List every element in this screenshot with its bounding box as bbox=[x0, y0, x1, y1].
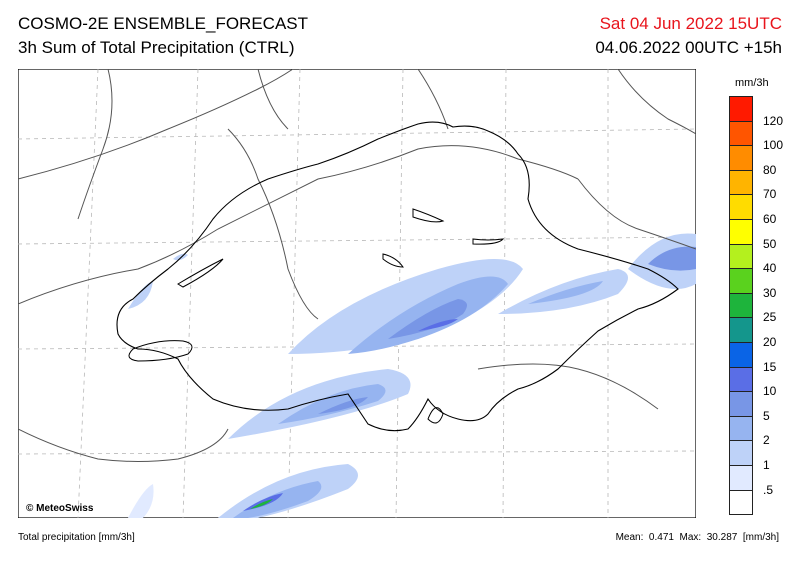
legend-label: 60 bbox=[763, 212, 777, 226]
legend-label: 20 bbox=[763, 335, 777, 349]
legend-label: 30 bbox=[763, 285, 777, 300]
legend-swatch bbox=[729, 464, 753, 490]
legend-label: 2 bbox=[763, 433, 770, 448]
legend-label: 10 bbox=[763, 384, 777, 399]
legend-swatch bbox=[729, 268, 753, 293]
precipitation-map bbox=[18, 69, 696, 518]
legend-swatch bbox=[729, 292, 753, 318]
legend-label: 1 bbox=[763, 458, 770, 472]
legend-label: 5 bbox=[763, 408, 770, 423]
legend-label: 100 bbox=[763, 138, 784, 153]
legend-swatch bbox=[729, 341, 753, 367]
legend-label: 120 bbox=[763, 113, 784, 128]
footer-label: Total precipitation [mm/3h] bbox=[18, 532, 135, 543]
valid-time: Sat 04 Jun 2022 15UTC bbox=[599, 14, 782, 33]
legend-label: .5 bbox=[763, 482, 774, 497]
legend-unit: mm/3h bbox=[735, 77, 769, 89]
legend-label: 80 bbox=[763, 162, 777, 177]
legend-swatch bbox=[729, 194, 753, 219]
legend-swatch bbox=[729, 489, 753, 516]
lakes bbox=[128, 208, 505, 424]
swiss-border bbox=[116, 121, 679, 432]
map-subtitle: 3h Sum of Total Precipitation (CTRL) bbox=[18, 38, 295, 57]
legend-swatch bbox=[729, 96, 753, 121]
legend-swatch bbox=[729, 218, 753, 244]
legend-label: 25 bbox=[763, 310, 777, 325]
legend-swatch bbox=[729, 120, 753, 146]
precipitation-areas bbox=[128, 233, 696, 518]
legend-swatch bbox=[729, 366, 753, 392]
map-credit: © MeteoSwiss bbox=[26, 503, 94, 514]
legend-swatch bbox=[729, 169, 753, 195]
legend-label: 40 bbox=[763, 261, 777, 276]
footer-stats: Mean: 0.471 Max: 30.287 [mm/3h] bbox=[615, 532, 779, 543]
legend-label: 70 bbox=[763, 187, 777, 202]
legend-label: 15 bbox=[763, 359, 777, 374]
color-legend bbox=[729, 96, 753, 516]
legend-swatch bbox=[729, 317, 753, 342]
legend-swatch bbox=[729, 415, 753, 441]
borders bbox=[18, 69, 696, 462]
legend-swatch bbox=[729, 391, 753, 416]
run-time: 04.06.2022 00UTC +15h bbox=[595, 38, 782, 57]
legend-swatch bbox=[729, 440, 753, 465]
legend-swatch bbox=[729, 145, 753, 170]
map-title: COSMO-2E ENSEMBLE_FORECAST bbox=[18, 14, 309, 33]
legend-label: 50 bbox=[763, 236, 777, 251]
legend-swatch bbox=[729, 243, 753, 269]
